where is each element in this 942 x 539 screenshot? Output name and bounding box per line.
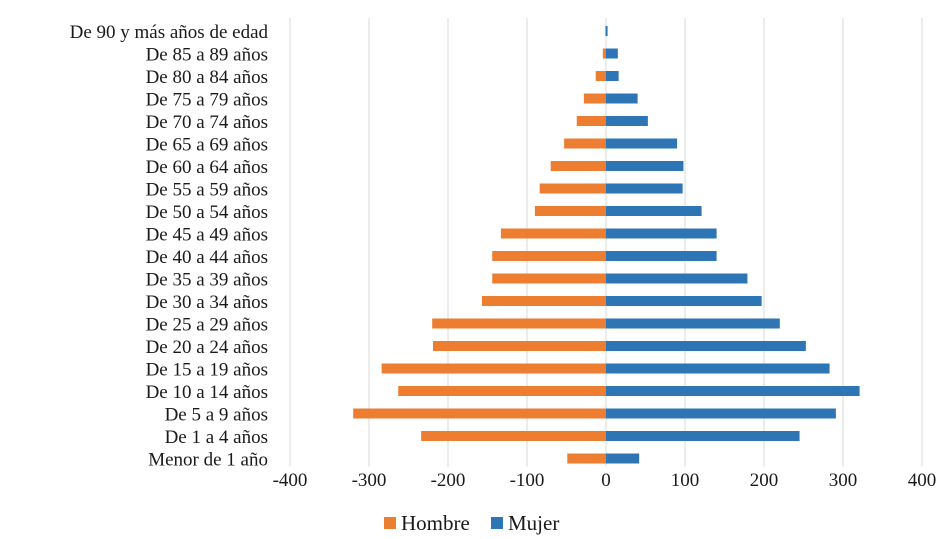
category-label: De 15 a 19 años [146, 360, 268, 381]
bar-mujer [606, 48, 618, 59]
bar-hombre [539, 183, 606, 194]
bar-hombre [481, 296, 606, 306]
grid-lines [289, 18, 923, 467]
bar-mujer [606, 363, 830, 374]
x-tick-label: 300 [829, 470, 858, 491]
category-label: De 10 a 14 años [146, 382, 268, 403]
category-label: De 75 a 79 años [146, 90, 268, 111]
bar-hombre [353, 408, 606, 419]
category-label: De 70 a 74 años [146, 112, 268, 133]
category-label: Menor de 1 año [148, 450, 268, 471]
bar-hombre [534, 206, 606, 216]
x-axis-tick-labels: -400 -300 -200 -100 0 100 200 300 400 [273, 470, 937, 491]
bar-mujer [606, 273, 748, 284]
x-tick-label: 0 [601, 470, 611, 491]
x-tick-label: 400 [908, 470, 937, 491]
category-label: De 65 a 69 años [146, 135, 268, 156]
bar-mujer [606, 386, 860, 396]
bar-hombre [567, 453, 606, 464]
x-tick-label: 100 [671, 470, 700, 491]
x-tick-label: -200 [431, 470, 466, 491]
bar-hombre [564, 138, 606, 149]
bar-hombre [492, 273, 606, 284]
bar-mujer [606, 138, 678, 149]
bar-hombre [432, 318, 606, 329]
bar-mujer [606, 296, 762, 306]
bar-mujer [606, 341, 806, 351]
bar-hombre [432, 341, 606, 351]
category-label: De 40 a 44 años [146, 247, 268, 268]
category-label: De 20 a 24 años [146, 337, 268, 358]
category-label: De 25 a 29 años [146, 315, 268, 336]
legend-label-mujer: Mujer [508, 511, 559, 535]
x-tick-label: 200 [750, 470, 779, 491]
category-label: De 85 a 89 años [146, 45, 268, 66]
bar-hombre [421, 431, 606, 441]
bar-mujer [606, 453, 640, 464]
bar-hombre [550, 161, 606, 171]
category-label: De 60 a 64 años [146, 157, 268, 178]
bar-mujer [606, 161, 684, 171]
category-label: De 50 a 54 años [146, 202, 268, 223]
bar-mujer [606, 71, 619, 81]
bar-hombre [492, 251, 606, 261]
bar-mujer [606, 431, 800, 441]
legend-swatch-hombre [384, 517, 396, 529]
bar-mujer [606, 408, 836, 419]
bar-mujer [606, 228, 717, 239]
bar-hombre [500, 228, 606, 239]
bar-mujer [606, 183, 683, 194]
category-label: De 90 y más años de edad [70, 22, 269, 43]
x-tick-label: -400 [273, 470, 308, 491]
category-label: De 1 a 4 años [165, 427, 268, 448]
bar-mujer [606, 116, 648, 126]
category-label: De 30 a 34 años [146, 292, 268, 313]
bar-mujer [606, 26, 608, 36]
bars [353, 26, 860, 464]
bar-hombre [576, 116, 606, 126]
bar-hombre [381, 363, 606, 374]
legend-swatch-mujer [491, 517, 503, 529]
legend-label-hombre: Hombre [401, 511, 470, 535]
x-tick-label: -300 [352, 470, 387, 491]
bar-mujer [606, 251, 717, 261]
category-label: De 55 a 59 años [146, 180, 268, 201]
bar-hombre [605, 26, 607, 36]
legend: Hombre Mujer [384, 511, 559, 535]
category-label: De 5 a 9 años [165, 405, 268, 426]
x-tick-label: -100 [510, 470, 545, 491]
bar-hombre [583, 93, 606, 104]
bar-hombre [398, 386, 606, 396]
category-label: De 80 a 84 años [146, 67, 268, 88]
bar-hombre [602, 48, 606, 59]
bar-mujer [606, 318, 780, 329]
bar-mujer [606, 206, 702, 216]
bar-hombre [595, 71, 606, 81]
category-label: De 45 a 49 años [146, 225, 268, 246]
category-label: De 35 a 39 años [146, 270, 268, 291]
bar-mujer [606, 93, 638, 104]
